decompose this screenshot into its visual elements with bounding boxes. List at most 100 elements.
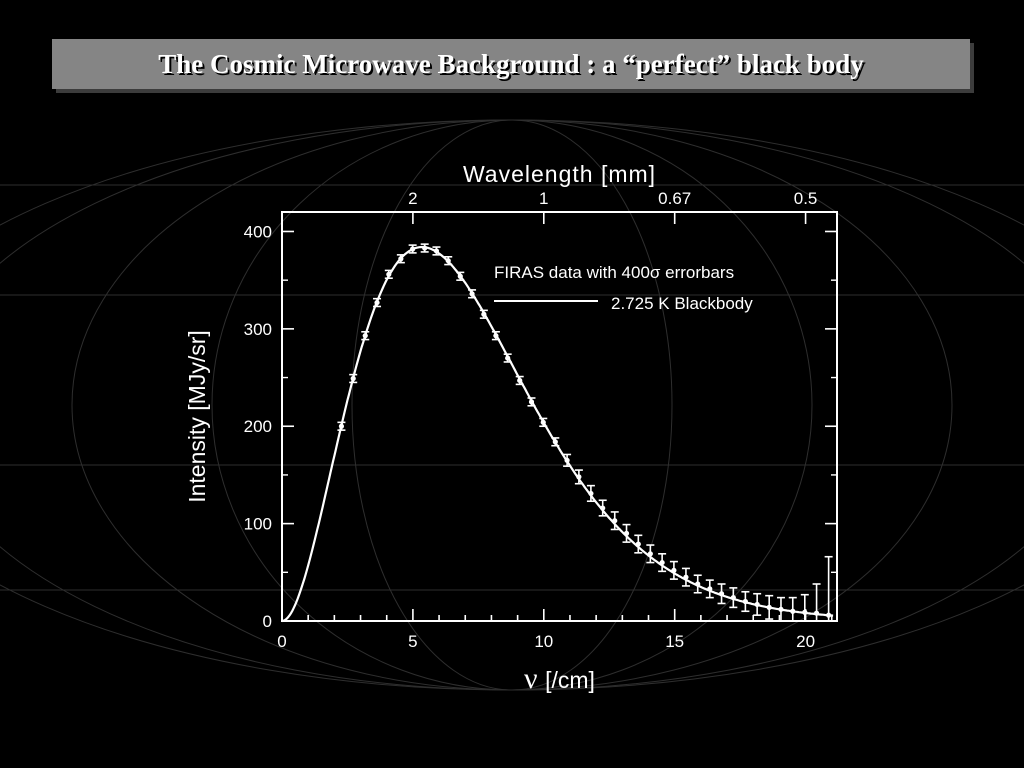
point-marker: [647, 551, 653, 557]
data-point: [361, 330, 370, 341]
data-point: [753, 592, 762, 616]
y-tick-label: 300: [244, 320, 272, 339]
point-marker: [576, 474, 582, 480]
point-marker: [457, 273, 463, 279]
x-tick-label: 5: [408, 632, 417, 651]
data-point: [729, 587, 738, 609]
point-marker: [410, 246, 416, 252]
data-point: [456, 271, 465, 281]
point-marker: [386, 271, 392, 277]
data-point: [610, 511, 619, 531]
point-marker: [635, 541, 641, 547]
point-marker: [469, 291, 475, 297]
point-marker: [552, 439, 558, 445]
y-tick-label: 0: [263, 612, 272, 631]
data-point: [444, 255, 453, 266]
x-axis-unit: [/cm]: [545, 667, 595, 693]
plot-frame: [281, 211, 838, 622]
x-axis-label: ν [/cm]: [524, 662, 595, 695]
top-axis-label: Wavelength [mm]: [463, 161, 656, 187]
top-tick-label: 1: [539, 189, 548, 208]
data-point: [658, 553, 667, 573]
point-marker: [813, 610, 820, 616]
x-axis-symbol: ν: [524, 662, 545, 695]
data-point: [479, 309, 488, 319]
data-point: [527, 397, 536, 407]
point-marker: [742, 598, 748, 605]
legend: FIRAS data with 400σ errorbars 2.725 K Bl…: [494, 263, 753, 313]
point-marker: [517, 377, 523, 384]
point-marker: [433, 248, 440, 254]
data-point: [515, 375, 524, 386]
data-point: [563, 453, 572, 467]
point-marker: [528, 399, 535, 405]
x-tick-label: 0: [277, 632, 286, 651]
point-marker: [718, 591, 725, 597]
point-marker: [350, 375, 356, 382]
point-marker: [374, 299, 380, 306]
firas-data-points: [337, 243, 833, 622]
data-point: [420, 243, 429, 253]
point-marker: [422, 245, 428, 251]
data-point: [765, 594, 774, 620]
point-marker: [623, 530, 630, 536]
data-point: [503, 353, 512, 363]
point-marker: [493, 333, 499, 339]
point-marker: [754, 601, 760, 608]
point-marker: [564, 457, 570, 463]
y-tick-label: 200: [244, 417, 272, 436]
data-point: [396, 254, 405, 264]
data-point: [468, 289, 477, 299]
point-marker: [362, 333, 368, 339]
point-marker: [612, 518, 618, 524]
point-marker: [338, 423, 345, 429]
point-marker: [778, 606, 784, 612]
point-marker: [445, 258, 451, 264]
data-point: [586, 484, 595, 503]
data-point: [824, 555, 833, 622]
point-marker: [398, 256, 404, 262]
point-marker: [540, 419, 546, 425]
data-point: [634, 534, 643, 554]
point-marker: [695, 581, 701, 587]
axes: [281, 211, 838, 622]
x-tick-label: 20: [796, 632, 815, 651]
y-tick-label: 100: [244, 515, 272, 534]
data-point: [717, 583, 726, 605]
data-point: [681, 567, 690, 587]
point-marker: [766, 604, 772, 610]
data-point: [539, 417, 548, 428]
legend-line-label: 2.725 K Blackbody: [611, 294, 753, 313]
point-marker: [826, 612, 832, 618]
slide-title-box: The Cosmic Microwave Background : a “per…: [52, 39, 970, 89]
data-point: [491, 330, 500, 341]
data-point: [705, 579, 714, 599]
data-point: [776, 596, 785, 622]
data-point: [432, 246, 441, 256]
data-point: [646, 544, 655, 564]
point-marker: [707, 586, 713, 592]
top-tick-label: 2: [408, 189, 417, 208]
point-marker: [790, 608, 796, 614]
point-marker: [505, 355, 511, 361]
point-marker: [481, 311, 487, 317]
data-point: [384, 269, 393, 280]
data-point: [741, 590, 750, 613]
data-point: [622, 523, 631, 543]
point-marker: [600, 505, 606, 511]
data-point: [349, 373, 358, 384]
data-point: [669, 560, 678, 580]
data-point: [574, 469, 583, 485]
point-marker: [671, 567, 677, 573]
point-marker: [659, 559, 665, 566]
data-point: [551, 437, 560, 447]
data-point: [337, 421, 346, 431]
point-marker: [730, 595, 736, 601]
top-tick-label: 0.5: [794, 189, 818, 208]
data-point: [693, 574, 702, 594]
point-marker: [683, 574, 689, 580]
data-point: [788, 596, 797, 622]
point-marker: [802, 609, 808, 615]
